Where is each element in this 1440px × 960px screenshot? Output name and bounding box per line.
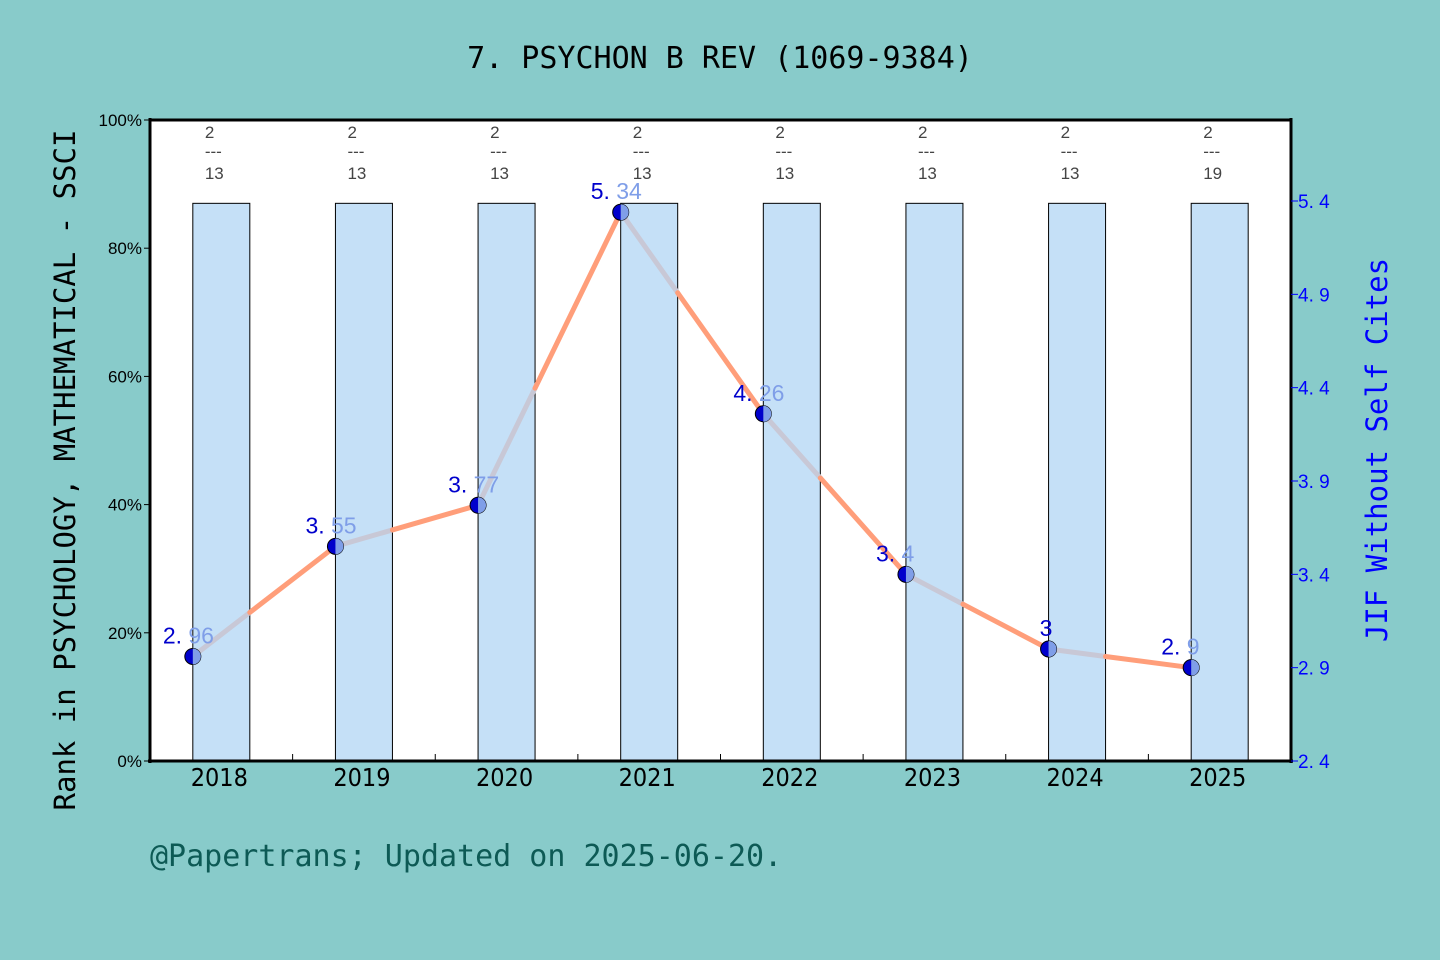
rank-divider: --- [490,142,507,161]
data-point-highlight [478,497,487,514]
y-tick-label: 80% [108,239,142,258]
right-axis-label: JIF Without Self Cites [1360,258,1394,642]
line-segment [618,209,681,296]
rank-numerator: 2 [347,123,356,142]
point-label: 5. 34 [591,178,642,204]
x-tick-label: 2025 [1189,763,1246,792]
line-segment [760,411,823,481]
x-tick-label: 2022 [761,763,818,792]
data-point-highlight [1191,659,1200,676]
rank-denominator: 13 [633,164,652,183]
rank-denominator: 19 [1203,164,1222,183]
right-y-tick-label: 2. 9 [1298,659,1330,680]
line-segment [190,609,253,659]
right-y-tick-label: 3. 4 [1298,565,1330,586]
rank-numerator: 2 [633,123,642,142]
rank-divider: --- [633,142,650,161]
bar [334,202,393,762]
rank-numerator: 2 [1061,123,1070,142]
y-tick-label: 40% [108,496,142,515]
bar [620,202,679,762]
bar-series [192,202,1249,762]
left-y-ticks: 0% 20% 40% 60% 80% 100% [99,111,150,771]
rank-divider: --- [205,142,222,161]
rank-numerator: 2 [775,123,784,142]
chart-title: 7. PSYCHON B REV (1069-9384) [467,41,973,76]
rank-divider: --- [1203,142,1220,161]
data-point-highlight [905,566,914,583]
point-label: 3 [1040,615,1053,641]
x-tick-label: 2020 [476,763,533,792]
x-tick-label: 2023 [904,763,961,792]
line-segment [332,527,395,549]
rank-denominator: 13 [775,164,794,183]
rank-denominator: 13 [490,164,509,183]
point-label: 3. 77 [448,471,499,497]
bar [1048,202,1107,762]
rank-numerator: 2 [490,123,499,142]
y-tick-label: 100% [99,111,142,130]
x-tick-label: 2018 [191,763,248,792]
point-label: 3. 4 [876,540,915,566]
line-segment [817,475,909,577]
right-y-tick-label: 4. 9 [1298,285,1330,306]
rank-numerator: 2 [205,123,214,142]
point-label: 2. 9 [1161,634,1199,660]
right-y-tick-label: 4. 4 [1298,379,1330,400]
point-label: 3. 55 [305,512,356,538]
line-segment [903,571,966,607]
rank-denominator: 13 [347,164,366,183]
line-segment [1046,646,1109,659]
data-point-highlight [763,405,772,422]
footer-credit: @Papertrans; Updated on 2025-06-20. [150,839,782,874]
right-y-tick-label: 2. 4 [1298,752,1330,773]
rank-divider: --- [918,142,935,161]
rank-denominator: 13 [918,164,937,183]
bar [1190,202,1249,762]
y-tick-label: 0% [117,752,142,771]
left-axis-label: Rank in PSYCHOLOGY, MATHEMATICAL - SSCI [48,130,82,811]
right-y-tick-label: 5. 4 [1298,192,1330,213]
right-y-ticks: 2. 4 2. 9 3. 4 3. 9 4. 4 4. 9 5. 4 [1291,192,1330,773]
data-point-highlight [1048,641,1057,657]
line-markers [184,203,1200,677]
y-tick-label: 60% [108,367,142,386]
x-tick-label: 2021 [619,763,676,792]
rank-divider: --- [1061,142,1078,161]
line-segment [1103,653,1194,671]
x-tick-label: 2024 [1046,763,1103,792]
rank-divider: --- [775,142,792,161]
line-segment [532,209,624,391]
line-segment [247,543,338,615]
data-point-highlight [335,538,344,555]
line-segment [960,601,1052,652]
point-label: 2. 96 [163,622,214,648]
rank-denominator: 13 [205,164,224,183]
line-segment [475,385,538,508]
rank-divider: --- [347,142,364,161]
line-segment [389,502,481,533]
bar [192,202,251,762]
point-labels: 2. 96 3. 55 3. 77 5. 34 4. 26 3. 4 3 2. 9 [163,178,1200,659]
rank-numerator: 2 [1203,123,1212,142]
data-point-highlight [620,204,629,221]
rank-labels: 2---132---132---132---132---132---132---… [205,123,1222,183]
rank-numerator: 2 [918,123,927,142]
x-tick-label: 2019 [333,763,390,792]
line-series [190,209,1194,671]
plot-area [150,120,1291,761]
bar [905,202,964,762]
y-tick-label: 20% [108,624,142,643]
rank-denominator: 13 [1061,164,1080,183]
bar [762,202,821,762]
line-segment [675,290,766,417]
point-label: 4. 26 [733,380,784,406]
x-ticks: 2018 2019 2020 2021 2022 2023 2024 2025 [191,754,1246,792]
data-point-highlight [192,648,201,665]
right-y-tick-label: 3. 9 [1298,472,1330,493]
